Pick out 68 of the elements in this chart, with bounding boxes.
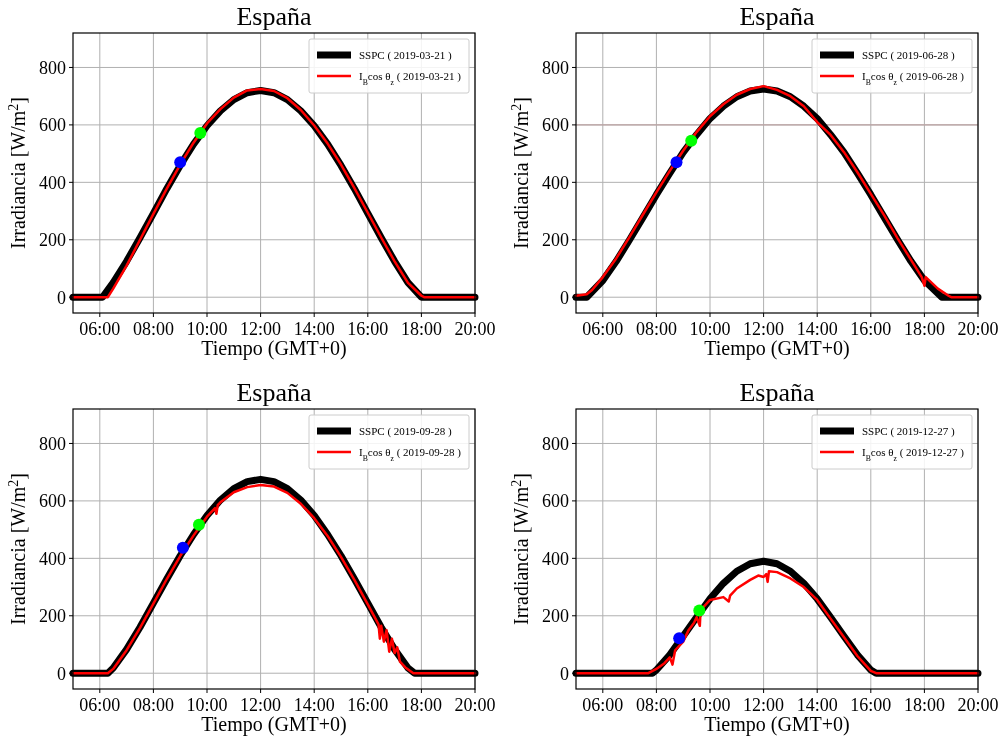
legend-label: SSPC ( 2019-06-28 ) — [862, 48, 955, 62]
y-tick-label: 800 — [542, 433, 569, 454]
y-tick-label: 400 — [39, 172, 66, 193]
y-tick-label: 800 — [542, 57, 569, 78]
y-tick-label: 0 — [57, 287, 66, 308]
x-axis-title: Tiempo (GMT+0) — [704, 713, 850, 736]
legend-label: SSPC ( 2019-03-21 ) — [359, 48, 452, 62]
y-tick-label: 0 — [560, 663, 569, 684]
y-tick-label: 200 — [542, 606, 569, 627]
y-tick-label: 600 — [39, 115, 66, 136]
legend-label: SSPC ( 2019-09-28 ) — [359, 424, 452, 438]
x-tick-label: 06:00 — [79, 695, 121, 715]
x-tick-label: 20:00 — [454, 319, 496, 339]
chart-title: España — [739, 2, 815, 31]
x-tick-label: 08:00 — [132, 695, 174, 715]
x-tick-label: 14:00 — [796, 319, 838, 339]
x-tick-label: 06:00 — [582, 695, 624, 715]
x-tick-label: 14:00 — [293, 319, 335, 339]
y-tick-label: 200 — [39, 230, 66, 251]
y-tick-label: 0 — [560, 287, 569, 308]
x-tick-label: 12:00 — [743, 695, 785, 715]
legend-label: I$_{B}$cos θ$_{z}$ ( 2019-03-21 ) — [359, 69, 462, 87]
x-tick-label: 20:00 — [454, 695, 496, 715]
legend-label: SSPC ( 2019-12-27 ) — [862, 424, 955, 438]
x-tick-label: 18:00 — [400, 319, 442, 339]
x-tick-label: 16:00 — [347, 319, 389, 339]
x-tick-label: 06:00 — [582, 319, 624, 339]
x-tick-label: 16:00 — [850, 695, 892, 715]
x-tick-label: 12:00 — [240, 319, 282, 339]
chart-title: España — [236, 378, 312, 407]
x-axis-title: Tiempo (GMT+0) — [201, 713, 347, 736]
chart-title: España — [739, 378, 815, 407]
y-tick-label: 400 — [39, 548, 66, 569]
x-tick-label: 08:00 — [635, 319, 677, 339]
legend-label: I$_{B}$cos θ$_{z}$ ( 2019-12-27 ) — [862, 445, 965, 463]
y-tick-label: 800 — [39, 57, 66, 78]
y-tick-label: 200 — [542, 230, 569, 251]
y-tick-label: 600 — [542, 491, 569, 512]
legend-label: I$_{B}$cos θ$_{z}$ ( 2019-06-28 ) — [862, 69, 965, 87]
x-axis-title: Tiempo (GMT+0) — [201, 337, 347, 360]
y-tick-label: 600 — [542, 115, 569, 136]
x-tick-label: 12:00 — [743, 319, 785, 339]
x-tick-label: 20:00 — [957, 319, 999, 339]
x-tick-label: 10:00 — [689, 695, 731, 715]
x-tick-label: 18:00 — [903, 695, 945, 715]
chart-title: España — [236, 2, 312, 31]
x-tick-label: 14:00 — [796, 695, 838, 715]
y-tick-label: 400 — [542, 172, 569, 193]
y-tick-label: 400 — [542, 548, 569, 569]
x-tick-label: 14:00 — [293, 695, 335, 715]
x-tick-label: 06:00 — [79, 319, 121, 339]
y-tick-label: 600 — [39, 491, 66, 512]
x-tick-label: 20:00 — [957, 695, 999, 715]
x-tick-label: 08:00 — [635, 695, 677, 715]
y-tick-label: 800 — [39, 433, 66, 454]
y-tick-label: 200 — [39, 606, 66, 627]
x-tick-label: 18:00 — [903, 319, 945, 339]
x-axis-title: Tiempo (GMT+0) — [704, 337, 850, 360]
legend-label: I$_{B}$cos θ$_{z}$ ( 2019-09-28 ) — [359, 445, 462, 463]
x-tick-label: 18:00 — [400, 695, 442, 715]
x-tick-label: 08:00 — [132, 319, 174, 339]
y-tick-label: 0 — [57, 663, 66, 684]
x-tick-label: 10:00 — [689, 319, 731, 339]
x-tick-label: 12:00 — [240, 695, 282, 715]
x-tick-label: 16:00 — [347, 695, 389, 715]
x-tick-label: 10:00 — [186, 695, 228, 715]
x-tick-label: 16:00 — [850, 319, 892, 339]
x-tick-label: 10:00 — [186, 319, 228, 339]
